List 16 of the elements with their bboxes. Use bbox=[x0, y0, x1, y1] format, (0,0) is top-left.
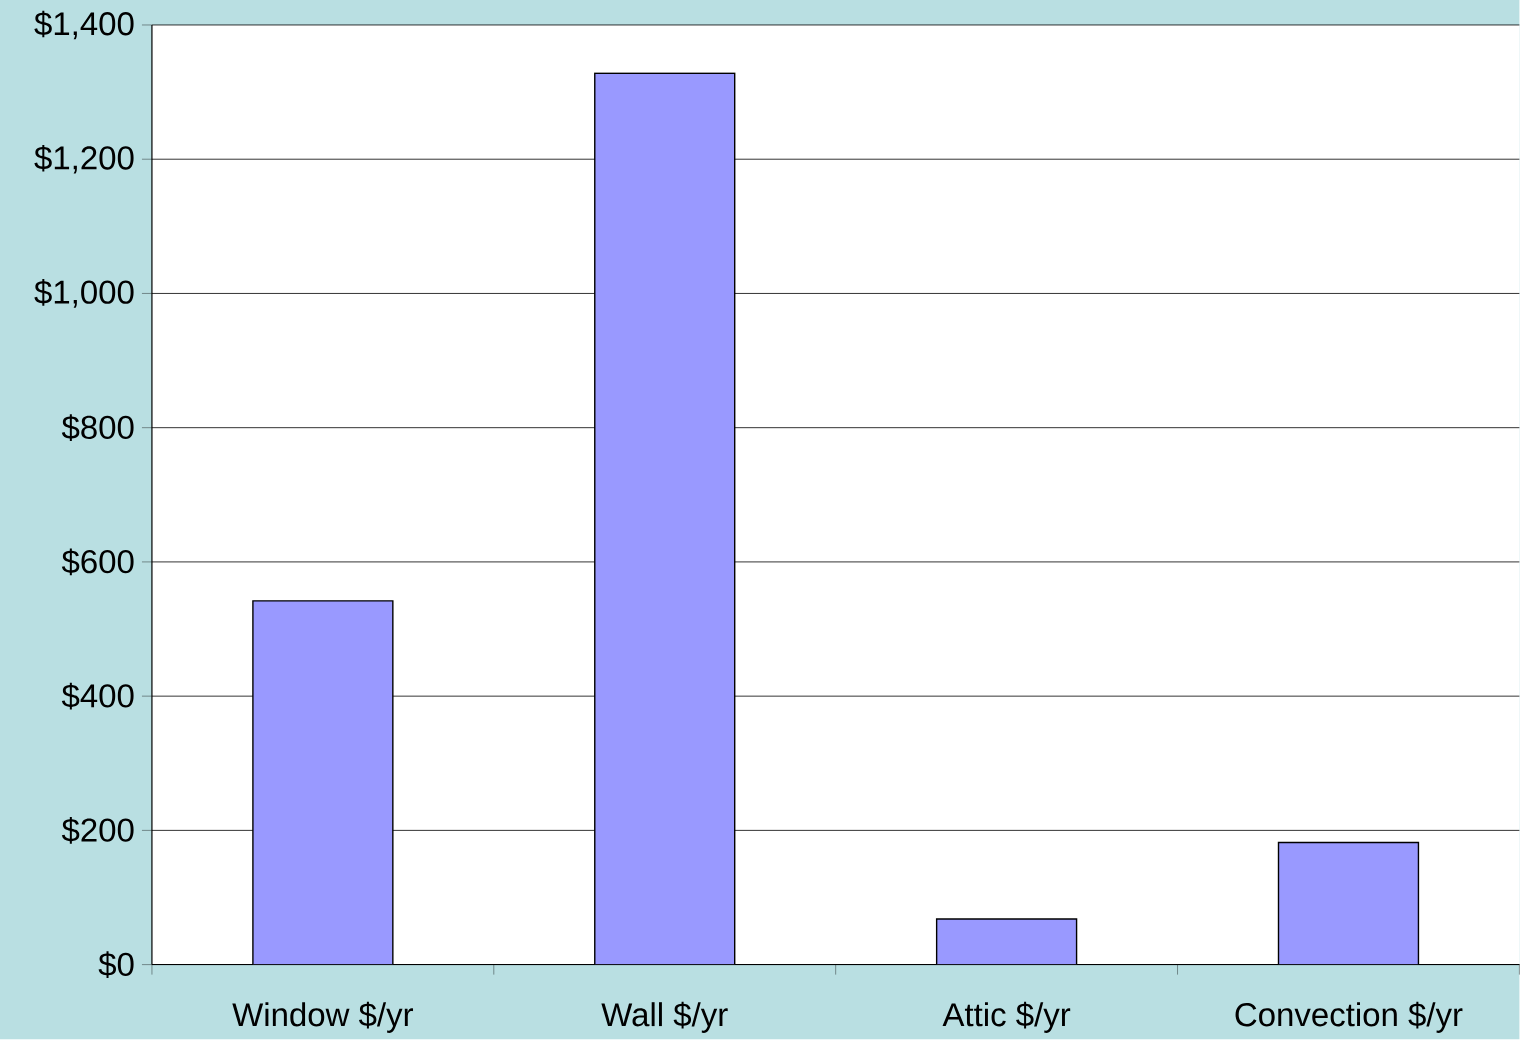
y-tick-label: $400 bbox=[61, 682, 134, 710]
y-tick-label: $1,200 bbox=[34, 145, 134, 174]
y-tick-label: $200 bbox=[61, 817, 134, 844]
bar bbox=[935, 918, 1078, 965]
y-tick-label: $1,000 bbox=[34, 279, 134, 308]
y-tick-label: $600 bbox=[61, 548, 134, 576]
y-tick-label: $800 bbox=[61, 414, 134, 442]
x-tick-label: Convection $/yr bbox=[1235, 1001, 1463, 1034]
bar bbox=[594, 72, 736, 965]
bar bbox=[252, 600, 394, 965]
x-tick-label: Attic $/yr bbox=[942, 1001, 1071, 1034]
bar bbox=[1277, 841, 1420, 965]
y-tick-label: $0 bbox=[98, 951, 134, 979]
y-tick-label: $1,400 bbox=[34, 10, 134, 40]
x-tick-label: Window $/yr bbox=[232, 1001, 414, 1034]
x-tick-label: Wall $/yr bbox=[601, 1001, 728, 1034]
